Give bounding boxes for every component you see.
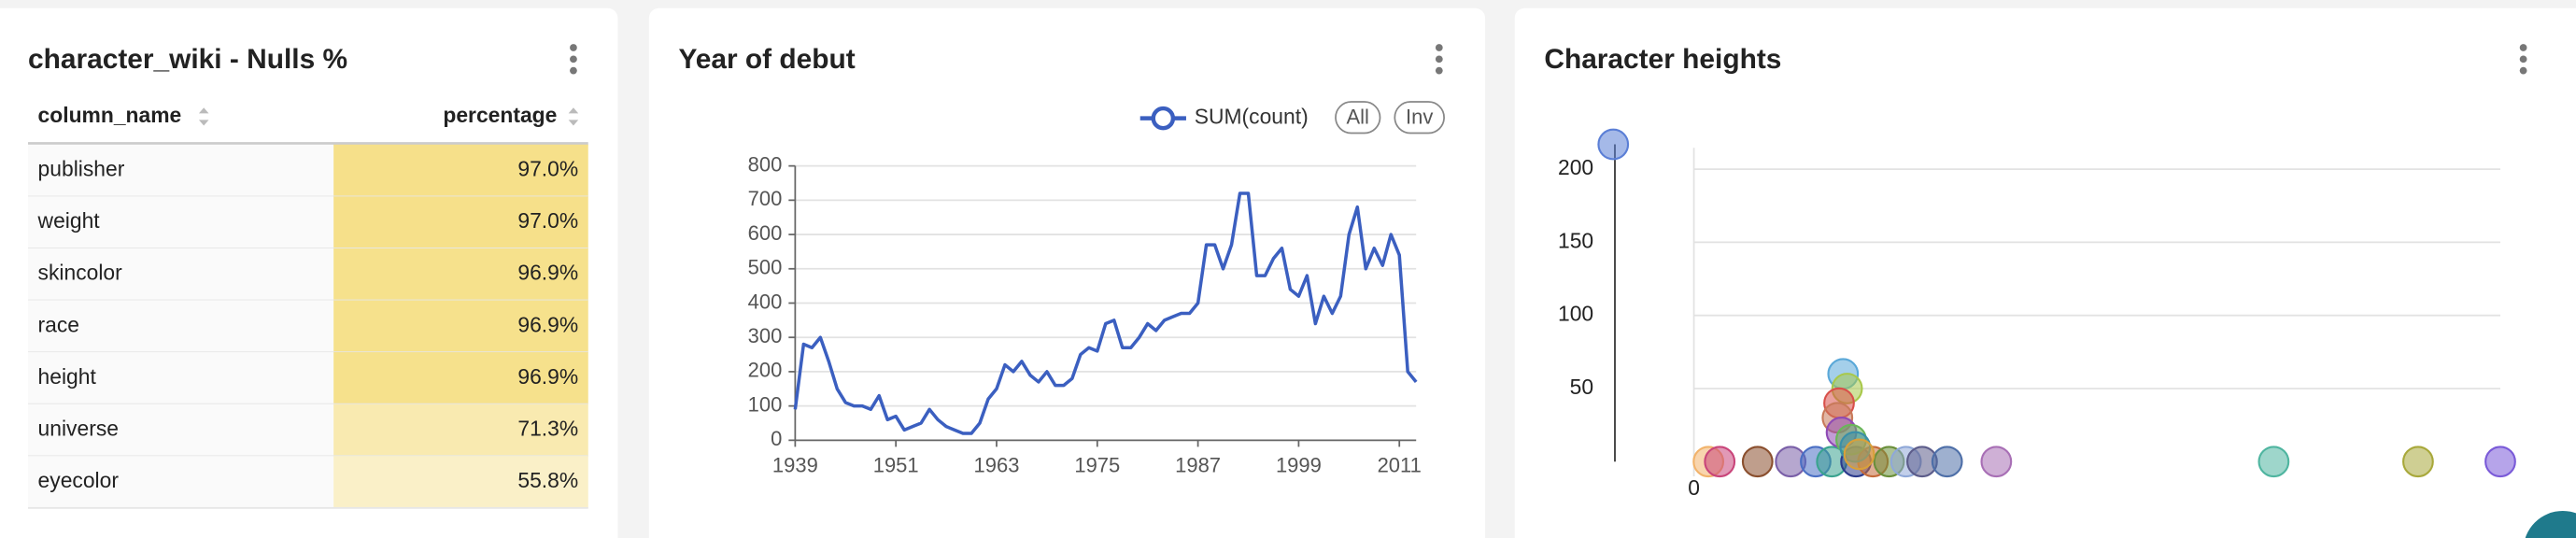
row-bg <box>28 456 334 508</box>
row-bg <box>28 352 334 404</box>
panel <box>1514 7 2576 538</box>
toggle-button[interactable] <box>1335 101 1381 134</box>
cell-text: 97.0% <box>517 157 578 181</box>
y-tick-label: 200 <box>1558 155 1593 179</box>
bubble[interactable] <box>1597 128 1630 161</box>
sort-icon[interactable] <box>568 107 579 126</box>
x-tick-label: 2011 <box>1378 453 1422 476</box>
sort-icon[interactable] <box>198 107 209 126</box>
toggle-button[interactable] <box>1394 101 1445 134</box>
row-bg <box>28 300 334 353</box>
cell-text: 71.3% <box>517 416 578 440</box>
column-header[interactable]: percentage <box>443 103 557 127</box>
y-tick-label: 50 <box>1570 375 1593 399</box>
row-bg <box>28 248 334 301</box>
cell-text: 55.8% <box>517 468 578 492</box>
bubble[interactable] <box>1843 438 1875 471</box>
menu-icon[interactable] <box>1435 44 1443 75</box>
y-tick-label: 300 <box>748 324 783 347</box>
cell-text: 96.9% <box>517 261 578 285</box>
bubble[interactable] <box>1741 446 1774 478</box>
percentage-cell <box>333 144 588 197</box>
percentage-cell <box>333 248 588 301</box>
cell-text: 96.9% <box>517 364 578 389</box>
row-bg <box>28 404 334 457</box>
percentage-cell <box>333 404 588 457</box>
cell-text: publisher <box>38 157 125 181</box>
column-header[interactable]: column_name <box>38 103 182 127</box>
legend-label[interactable]: SUM(count) <box>1195 105 1309 129</box>
y-tick-label: 100 <box>748 392 783 416</box>
help-button[interactable] <box>2524 510 2576 538</box>
bubble[interactable] <box>2484 446 2516 478</box>
panel-title: character_wiki - Nulls % <box>28 44 347 75</box>
legend-marker[interactable] <box>1151 106 1176 131</box>
x-tick-label: 1975 <box>1074 453 1120 476</box>
bubble[interactable] <box>2258 446 2290 478</box>
cell-text: skincolor <box>38 261 123 285</box>
cell-text: race <box>38 312 79 336</box>
cell-text: height <box>38 364 97 389</box>
bubble[interactable] <box>1704 446 1736 478</box>
x-tick-label: 1963 <box>974 453 1020 476</box>
y-tick-label: 150 <box>1558 228 1593 252</box>
percentage-cell <box>333 300 588 353</box>
percentage-cell <box>333 456 588 508</box>
x-tick-label: 1939 <box>772 453 818 476</box>
toggle-label[interactable]: All <box>1347 105 1369 128</box>
x-tick-label: 1999 <box>1276 453 1322 476</box>
row-bg <box>28 196 334 248</box>
menu-icon[interactable] <box>2519 44 2527 75</box>
toggle-label[interactable]: Inv <box>1406 105 1433 128</box>
y-tick-label: 400 <box>748 290 783 313</box>
y-tick-label: 100 <box>1558 302 1593 326</box>
cell-text: 96.9% <box>517 312 578 336</box>
bubble[interactable] <box>1931 446 1963 478</box>
bubble[interactable] <box>2402 446 2434 478</box>
x-tick-label: 0 <box>1688 475 1700 500</box>
bubble[interactable] <box>1980 446 2013 478</box>
y-tick-label: 800 <box>748 152 783 176</box>
cell-text: 97.0% <box>517 208 578 233</box>
x-tick-label: 1951 <box>873 453 919 476</box>
percentage-cell <box>333 196 588 248</box>
x-tick-label: 1987 <box>1175 453 1221 476</box>
panel-title: Character heights <box>1544 44 1781 75</box>
row-bg <box>28 144 334 197</box>
y-tick-label: 600 <box>748 221 783 245</box>
y-tick-label: 200 <box>748 359 783 382</box>
y-tick-label: 0 <box>771 427 782 450</box>
panel-title: Year of debut <box>678 44 855 75</box>
line-series <box>793 191 1418 435</box>
y-tick-label: 700 <box>748 187 783 210</box>
cell-text: universe <box>38 416 119 440</box>
menu-icon[interactable] <box>570 44 577 75</box>
percentage-cell <box>333 352 588 404</box>
cell-text: eyecolor <box>38 468 120 492</box>
cell-text: weight <box>37 208 101 233</box>
y-tick-label: 500 <box>748 256 783 279</box>
